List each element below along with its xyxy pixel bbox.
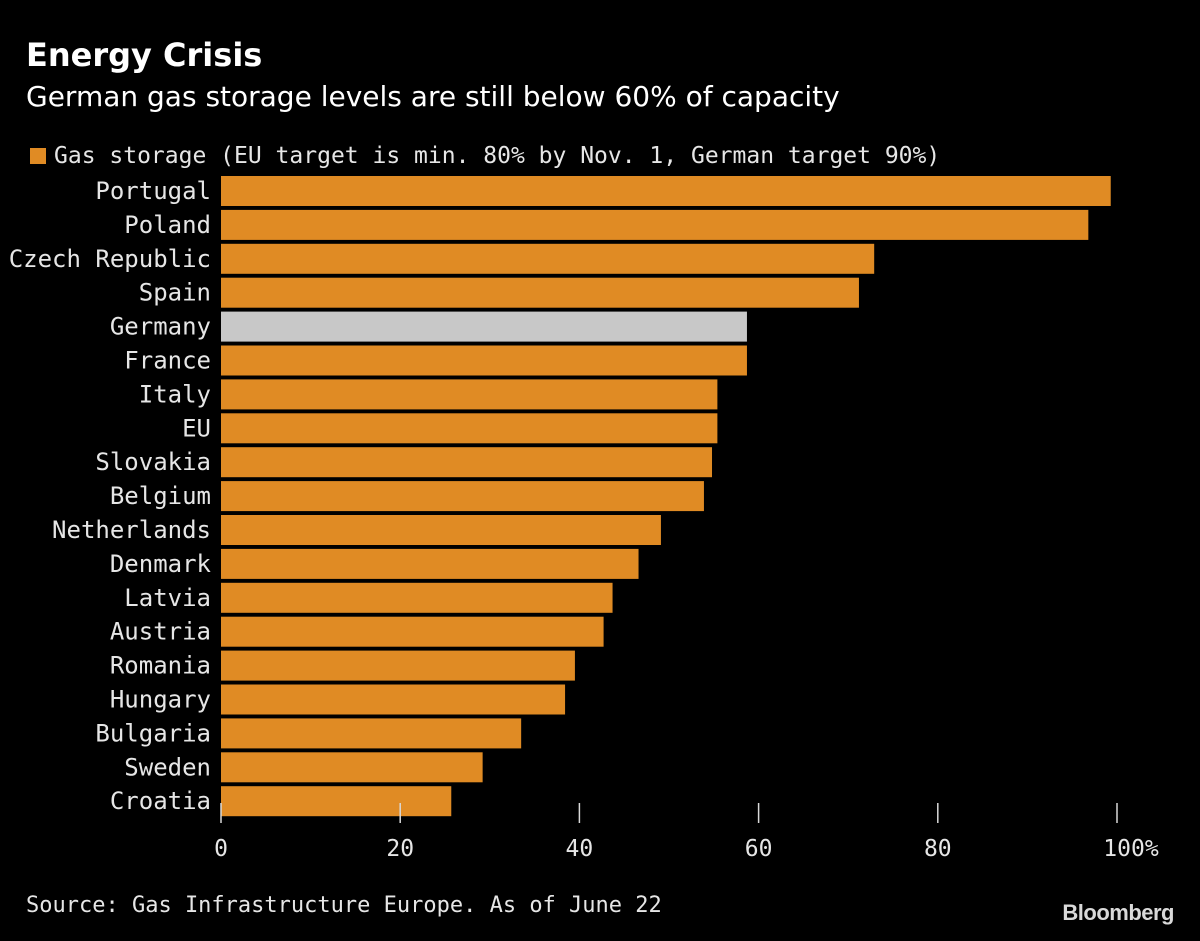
chart-title: Energy Crisis xyxy=(26,36,263,74)
category-label: Netherlands xyxy=(52,516,211,544)
legend: Gas storage (EU target is min. 80% by No… xyxy=(30,143,940,169)
bar-germany xyxy=(221,311,747,342)
category-label: Bulgaria xyxy=(95,719,211,747)
category-label: Croatia xyxy=(110,787,211,815)
bar-croatia xyxy=(221,786,452,817)
bar-czech-republic xyxy=(221,243,875,274)
bar-slovakia xyxy=(221,447,713,478)
category-label: Poland xyxy=(124,211,211,239)
x-tick-label: 20 xyxy=(386,836,414,862)
bar-denmark xyxy=(221,548,639,579)
category-label: Spain xyxy=(139,279,211,307)
category-label: Germany xyxy=(110,313,211,341)
bar-romania xyxy=(221,650,575,681)
category-label: Austria xyxy=(110,618,211,646)
x-tick-label: 100% xyxy=(1103,836,1159,862)
chart-subtitle: German gas storage levels are still belo… xyxy=(26,80,840,113)
category-label: Romania xyxy=(110,652,211,680)
legend-swatch xyxy=(30,148,46,164)
category-label: Portugal xyxy=(95,177,211,205)
category-label: Denmark xyxy=(110,550,212,578)
bar-eu xyxy=(221,413,718,444)
x-tick-label: 80 xyxy=(924,836,952,862)
category-label: Hungary xyxy=(110,686,211,714)
bar-netherlands xyxy=(221,515,661,545)
category-label: Slovakia xyxy=(95,448,211,476)
category-label: Belgium xyxy=(110,482,211,510)
bar-poland xyxy=(221,209,1089,240)
category-label: Italy xyxy=(139,380,211,408)
bloomberg-logo: Bloomberg xyxy=(1062,900,1174,925)
bar-portugal xyxy=(221,176,1111,206)
category-label: Latvia xyxy=(124,584,211,612)
category-label: EU xyxy=(182,414,211,442)
source-note: Source: Gas Infrastructure Europe. As of… xyxy=(26,893,662,918)
category-label: France xyxy=(124,347,211,375)
bar-spain xyxy=(221,277,859,308)
bar-latvia xyxy=(221,582,613,613)
category-label: Sweden xyxy=(124,753,211,781)
bar-sweden xyxy=(221,752,483,783)
bar-bulgaria xyxy=(221,718,522,749)
bar-austria xyxy=(221,616,604,647)
legend-label: Gas storage (EU target is min. 80% by No… xyxy=(54,143,941,169)
x-tick-label: 0 xyxy=(214,836,228,862)
x-tick-label: 60 xyxy=(745,836,773,862)
x-tick-label: 40 xyxy=(566,836,594,862)
bar-italy xyxy=(221,379,718,410)
bar-hungary xyxy=(221,684,566,715)
bar-belgium xyxy=(221,481,704,512)
category-label: Czech Republic xyxy=(9,245,211,273)
bar-france xyxy=(221,345,747,376)
